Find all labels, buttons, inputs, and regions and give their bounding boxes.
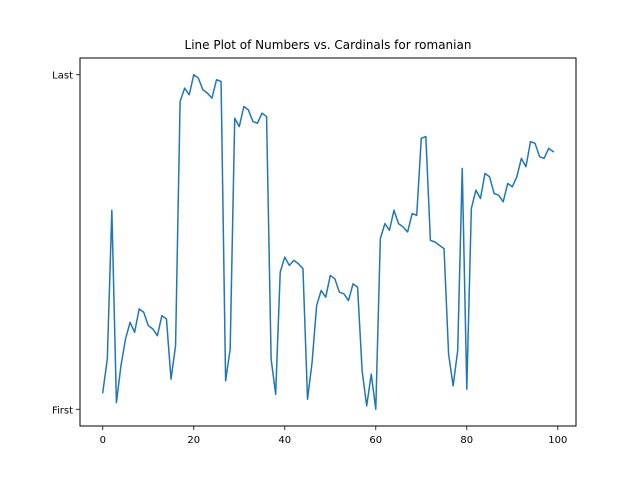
- chart-title: Line Plot of Numbers vs. Cardinals for r…: [185, 38, 472, 52]
- x-tick-label: 20: [187, 435, 200, 446]
- x-tick-label: 60: [369, 435, 382, 446]
- series-line: [101, 73, 555, 411]
- y-tick-label: First: [52, 405, 73, 416]
- x-tick-label: 0: [100, 435, 106, 446]
- x-tick-label: 80: [460, 435, 473, 446]
- x-tick-label: 40: [278, 435, 291, 446]
- x-tick-label: 100: [548, 435, 567, 446]
- y-tick-label: Last: [52, 71, 73, 82]
- plot-frame: [79, 57, 577, 427]
